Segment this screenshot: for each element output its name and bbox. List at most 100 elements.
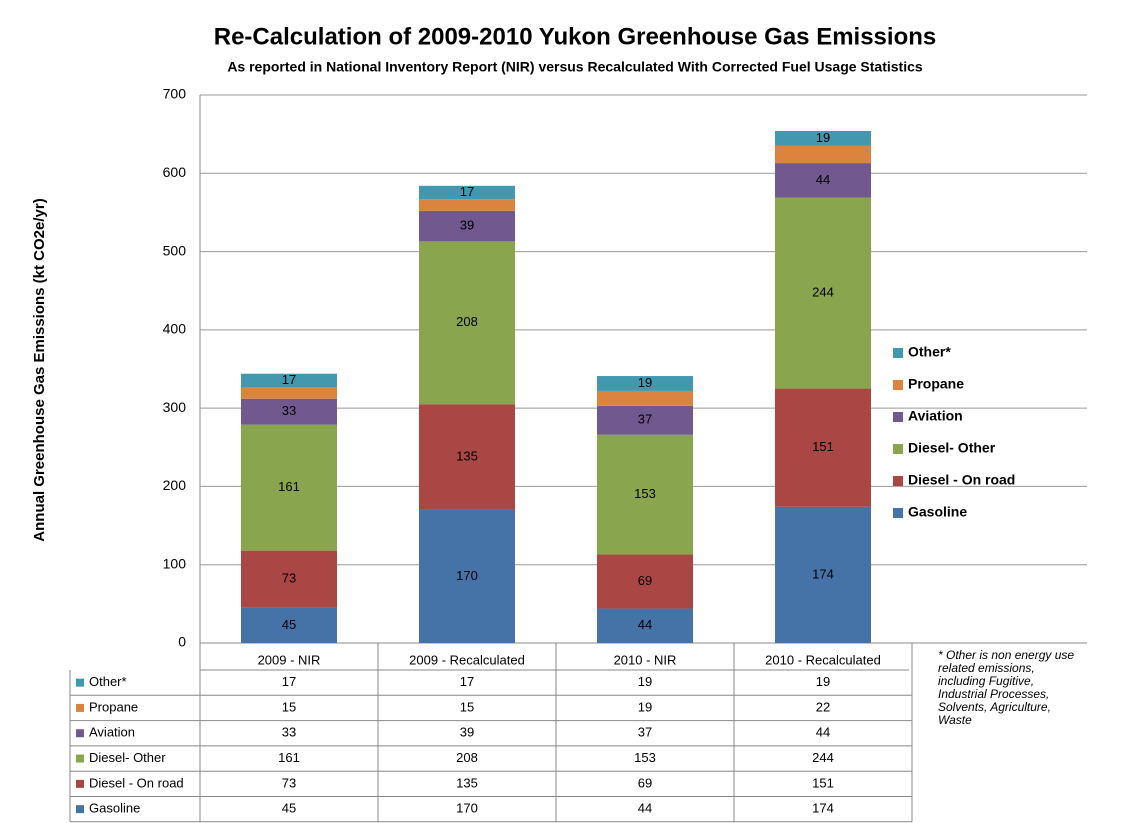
x-tick-label: 2010 - NIR	[614, 652, 677, 667]
y-tick-label: 400	[163, 321, 187, 337]
bar-segment	[597, 554, 693, 609]
footnote-line: Waste	[938, 713, 972, 727]
table-row-label: Diesel - On road	[89, 775, 184, 790]
y-tick-label: 600	[163, 164, 187, 180]
bar-segment	[775, 163, 871, 198]
data-label: 208	[456, 314, 478, 329]
data-label: 153	[634, 486, 656, 501]
x-tick-label: 2010 - Recalculated	[765, 652, 881, 667]
table-cell: 17	[282, 674, 296, 689]
legend-swatch	[893, 476, 903, 486]
bar-segment	[775, 388, 871, 507]
table-cell: 208	[456, 750, 478, 765]
table-swatch	[76, 754, 84, 763]
data-label: 151	[812, 439, 834, 454]
footnote-line: Solvents, Agriculture,	[938, 700, 1051, 714]
x-tick-label: 2009 - NIR	[258, 652, 321, 667]
footnote-line: including Fugitive,	[938, 674, 1034, 688]
data-label: 44	[638, 617, 652, 632]
legend-label: Aviation	[908, 408, 963, 424]
table-cell: 33	[282, 725, 296, 740]
data-label: 69	[638, 573, 652, 588]
table-swatch	[76, 678, 84, 687]
bar-segment	[419, 404, 515, 510]
data-label: 45	[282, 617, 296, 632]
legend-label: Diesel- Other	[908, 440, 996, 456]
data-label: 19	[816, 130, 830, 145]
chart-title: Re-Calculation of 2009-2010 Yukon Greenh…	[214, 23, 936, 50]
bar-segment	[597, 434, 693, 555]
bar-segment	[419, 210, 515, 242]
footnote: * Other is non energy use related emissio…	[938, 648, 1074, 727]
legend-label: Diesel - On road	[908, 472, 1015, 488]
table-cell: 19	[816, 674, 830, 689]
data-label: 17	[460, 184, 474, 199]
bar-segment	[241, 424, 337, 551]
table-cell: 44	[816, 725, 830, 740]
table-cell: 69	[638, 775, 652, 790]
table-cell: 45	[282, 801, 296, 816]
legend-swatch	[893, 444, 903, 454]
data-label: 19	[638, 375, 652, 390]
footnote-line: related emissions,	[938, 661, 1035, 675]
table-swatch	[76, 703, 84, 712]
bar-segment	[241, 550, 337, 608]
y-axis-title: Annual Greenhouse Gas Emissions (kt CO2e…	[31, 198, 48, 541]
table-cell: 153	[634, 750, 656, 765]
table-swatch	[76, 805, 84, 814]
y-tick-label: 100	[163, 555, 187, 571]
data-label: 33	[282, 403, 296, 418]
table-cell: 15	[282, 699, 296, 714]
data-label: 17	[282, 372, 296, 387]
table-cell: 15	[460, 699, 474, 714]
chart-subtitle: As reported in National Inventory Report…	[227, 59, 923, 75]
y-tick-label: 300	[163, 399, 187, 415]
bar-segment	[241, 398, 337, 425]
y-tick-label: 700	[163, 86, 187, 102]
data-label: 174	[812, 566, 834, 581]
footnote-line: Industrial Processes,	[938, 687, 1049, 701]
table-cell: 22	[816, 699, 830, 714]
bar-segment	[419, 199, 515, 211]
bar-segment	[775, 197, 871, 389]
table-cell: 151	[812, 775, 834, 790]
table-cell: 19	[638, 674, 652, 689]
bar-segment	[419, 241, 515, 405]
data-label: 170	[456, 568, 478, 583]
legend-swatch	[893, 508, 903, 518]
x-tick-label: 2009 - Recalculated	[409, 652, 525, 667]
data-label: 161	[278, 479, 300, 494]
bar-segment	[597, 376, 693, 391]
legend-label: Gasoline	[908, 504, 967, 520]
bar-segment	[241, 387, 337, 399]
table-cell: 37	[638, 725, 652, 740]
bar-segment	[241, 607, 337, 643]
y-tick-label: 200	[163, 477, 187, 493]
bar-segment	[775, 131, 871, 146]
data-label: 73	[282, 571, 296, 586]
table-row-label: Other*	[89, 674, 127, 689]
table-cell: 161	[278, 750, 300, 765]
table-row-label: Diesel- Other	[89, 750, 166, 765]
legend-swatch	[893, 380, 903, 390]
data-label: 37	[638, 412, 652, 427]
table-row-label: Propane	[89, 699, 138, 714]
bar-segment	[597, 405, 693, 435]
bar-segment	[241, 373, 337, 388]
bar-segment	[419, 185, 515, 200]
y-tick-label: 500	[163, 242, 187, 258]
table-swatch	[76, 729, 84, 738]
table-cell: 170	[456, 801, 478, 816]
bar-segment	[775, 145, 871, 164]
table-cell: 244	[812, 750, 834, 765]
footnote-line: * Other is non energy use	[938, 648, 1074, 662]
table-cell: 135	[456, 775, 478, 790]
legend-swatch	[893, 412, 903, 422]
table-swatch	[76, 779, 84, 788]
table-cell: 17	[460, 674, 474, 689]
legend-swatch	[893, 348, 903, 358]
legend-label: Propane	[908, 376, 964, 392]
data-label: 244	[812, 285, 834, 300]
table-cell: 44	[638, 801, 652, 816]
